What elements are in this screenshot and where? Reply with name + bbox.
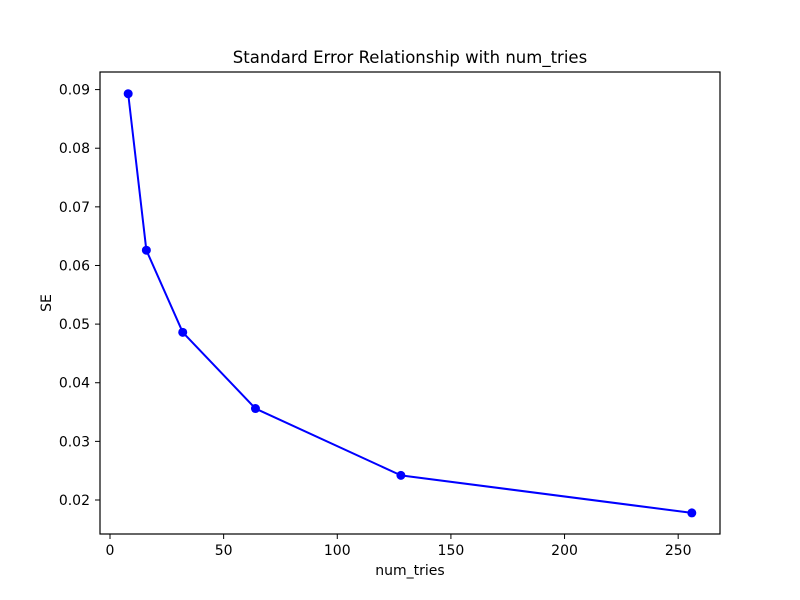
x-tick-label: 150 — [438, 543, 465, 559]
x-axis-label: num_tries — [375, 563, 444, 579]
y-tick-label: 0.06 — [59, 258, 90, 274]
data-point-marker — [141, 245, 151, 255]
y-tick-label: 0.09 — [59, 83, 90, 99]
plot-area — [100, 72, 720, 534]
x-tick-label: 0 — [106, 543, 115, 559]
y-tick-label: 0.03 — [59, 434, 90, 450]
chart-title: Standard Error Relationship with num_tri… — [233, 48, 587, 68]
se-line — [127, 93, 692, 514]
y-tick-label: 0.08 — [59, 141, 90, 157]
data-point-marker — [123, 89, 133, 99]
data-point-marker — [178, 327, 188, 337]
data-point-marker — [396, 470, 406, 480]
data-point-marker — [687, 508, 697, 518]
axes-spines — [99, 71, 721, 535]
data-series-se — [123, 89, 697, 518]
x-tick-label: 200 — [551, 543, 578, 559]
data-point-marker — [250, 404, 260, 414]
y-tick-label: 0.04 — [59, 376, 90, 392]
x-tick-label: 250 — [665, 543, 692, 559]
y-tick-label: 0.05 — [59, 317, 90, 333]
y-axis-ticks: 0.02 0.03 0.04 0.05 0.06 0.07 0.08 0.09 — [59, 83, 100, 509]
x-tick-label: 100 — [324, 543, 351, 559]
y-tick-label: 0.02 — [59, 493, 90, 509]
x-tick-label: 50 — [215, 543, 233, 559]
y-tick-label: 0.07 — [59, 200, 90, 216]
y-axis-label: SE — [39, 294, 55, 312]
x-axis-ticks: 0 50 100 150 200 250 — [106, 534, 692, 559]
